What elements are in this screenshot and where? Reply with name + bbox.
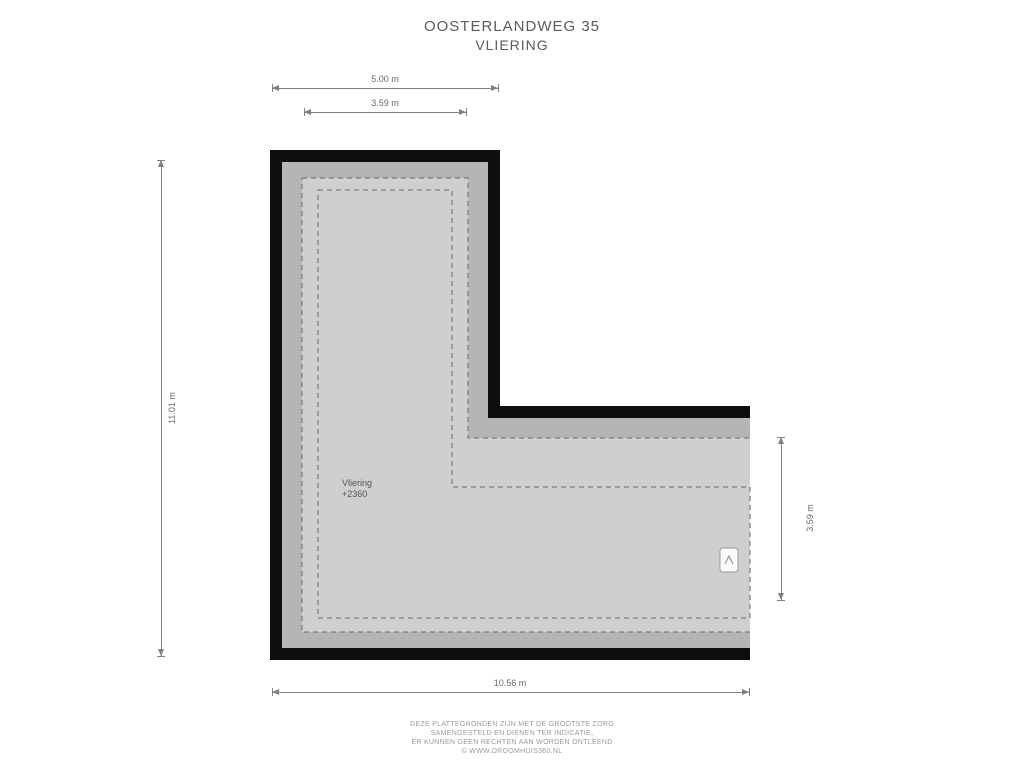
dim-bottom-label: 10.56 m [491, 678, 530, 688]
floorplan-drawing [270, 150, 770, 680]
title-address: OOSTERLANDWEG 35 [0, 18, 1024, 35]
room-code: +2360 [342, 489, 372, 500]
footer-line-4: © WWW.DROOMHUIS360.NL [0, 747, 1024, 756]
title-block: OOSTERLANDWEG 35 VLIERING [0, 18, 1024, 53]
dim-top-outer-label: 5.00 m [368, 74, 402, 84]
dim-top-inner-label: 3.59 m [368, 98, 402, 108]
footer-line-2: SAMENGESTELD EN DIENEN TER INDICATIE, [0, 729, 1024, 738]
hatch-icon [720, 548, 738, 572]
floorplan-canvas: OOSTERLANDWEG 35 VLIERING Vliering +2360 [0, 0, 1024, 768]
dim-left-label: 11.01 m [167, 389, 177, 427]
footer-disclaimer: DEZE PLATTEGRONDEN ZIJN MET DE GROOTSTE … [0, 720, 1024, 756]
title-floor: VLIERING [0, 37, 1024, 53]
wall-stub-bot-right [738, 648, 750, 660]
floor-inner [302, 178, 750, 632]
footer-line-1: DEZE PLATTEGRONDEN ZIJN MET DE GROOTSTE … [0, 720, 1024, 729]
dim-right-label: 3.59 m [805, 501, 815, 535]
room-name: Vliering [342, 478, 372, 489]
wall-stub-top-right [738, 406, 750, 418]
room-label: Vliering +2360 [342, 478, 372, 500]
footer-line-3: ER KUNNEN GEEN RECHTEN AAN WORDEN ONTLEE… [0, 738, 1024, 747]
